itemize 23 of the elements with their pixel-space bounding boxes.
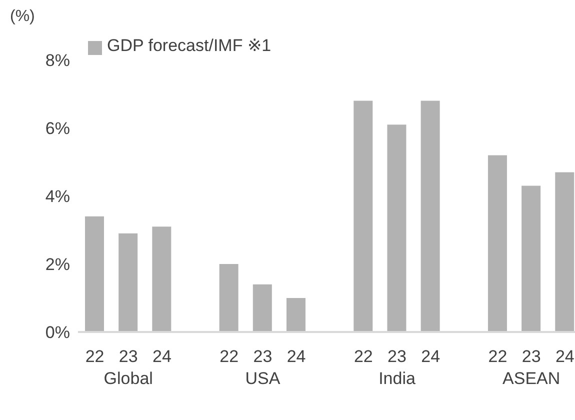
x-tick-label: 22 <box>354 347 373 366</box>
x-tick-label: 22 <box>220 347 239 366</box>
x-tick-label: 23 <box>388 347 406 366</box>
x-tick-label: 24 <box>152 347 172 366</box>
y-axis-title: (%) <box>10 8 35 26</box>
x-tick-label: 23 <box>522 347 541 366</box>
x-tick-label: 23 <box>118 347 138 366</box>
text: USA <box>245 369 281 388</box>
text: ASEAN <box>502 369 560 388</box>
x-tick-label: 22 <box>488 347 508 366</box>
y-tick-label: 6% <box>45 119 70 138</box>
y-tick-label: 4% <box>45 187 70 206</box>
text: Global <box>104 369 153 388</box>
x-tick-label: 22 <box>85 347 104 366</box>
legend-label: GDP forecast/IMF ※1 <box>107 36 272 56</box>
y-tick-label: 8% <box>45 51 70 70</box>
y-tick-label: 2% <box>45 255 70 274</box>
y-tick-label: 0% <box>45 323 70 342</box>
x-tick-label: 24 <box>555 347 574 366</box>
x-tick-label: 24 <box>421 347 440 366</box>
text: India <box>378 369 416 388</box>
x-tick-label: 24 <box>286 347 306 366</box>
x-tick-label: 23 <box>253 347 272 366</box>
